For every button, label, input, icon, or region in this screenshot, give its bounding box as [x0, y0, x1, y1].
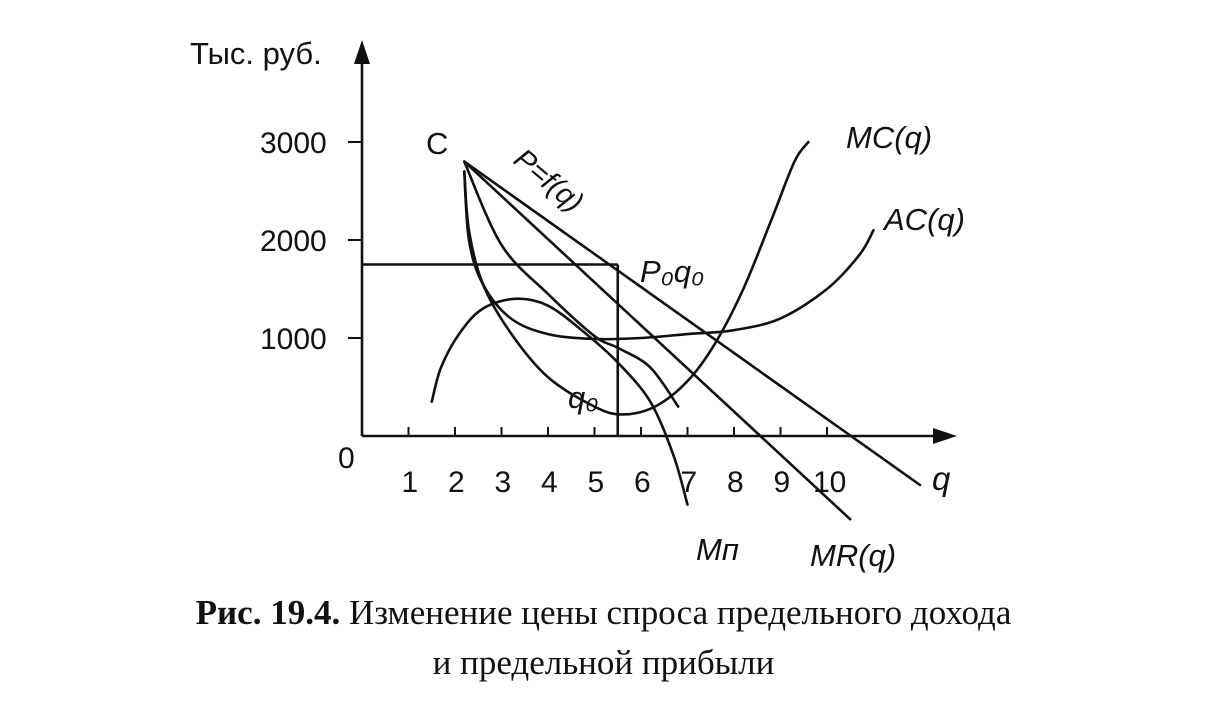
x-axis-arrow — [933, 428, 957, 444]
x-axis-label: q — [932, 460, 951, 497]
curve-mcq — [463, 140, 810, 416]
curve-mrq — [463, 160, 852, 521]
curves — [430, 140, 922, 521]
q0-label: q₀ — [568, 380, 598, 415]
y-axis-arrow — [354, 40, 370, 64]
p0q0-label: P₀q₀ — [640, 254, 704, 289]
mp-curve-label: Mп — [696, 532, 739, 567]
point-c-label: C — [426, 126, 448, 161]
figure-caption-line2: и предельной прибыли — [0, 640, 1207, 686]
y-tick-label: 1000 — [260, 323, 327, 356]
y-axis-label: Тыс. руб. — [190, 36, 322, 71]
curve-m — [430, 297, 689, 506]
mr-curve-label: MR(q) — [810, 538, 896, 573]
ac-curve-label: AC(q) — [882, 202, 965, 237]
demand-curve-label: P=f(q) — [508, 143, 590, 219]
x-tick-label: 1 — [402, 466, 419, 499]
x-tick-label: 6 — [634, 466, 651, 499]
reference-lines — [362, 263, 620, 436]
x-tick-label: 2 — [448, 466, 465, 499]
caption-line2: и предельной прибыли — [432, 643, 775, 682]
curve-acq — [463, 170, 875, 341]
curve-pfq — [463, 160, 922, 487]
y-tick-label: 2000 — [260, 225, 327, 258]
y-tick-label: 3000 — [260, 127, 327, 160]
origin-label: 0 — [338, 442, 355, 475]
caption-prefix: Рис. 19.4. — [195, 593, 341, 632]
x-tick-label: 9 — [774, 466, 791, 499]
caption-line1: Изменение цены спроса предельного дохода — [348, 593, 1012, 632]
figure-caption: Рис. 19.4. Изменение цены спроса предель… — [0, 590, 1207, 636]
mc-curve-label: MC(q) — [846, 120, 932, 155]
x-tick-label: 4 — [541, 466, 558, 499]
x-tick-label: 5 — [588, 466, 605, 499]
x-tick-label: 10 — [813, 466, 846, 499]
curve-series-5 — [463, 160, 680, 408]
x-tick-label: 3 — [495, 466, 512, 499]
x-tick-label: 8 — [727, 466, 744, 499]
